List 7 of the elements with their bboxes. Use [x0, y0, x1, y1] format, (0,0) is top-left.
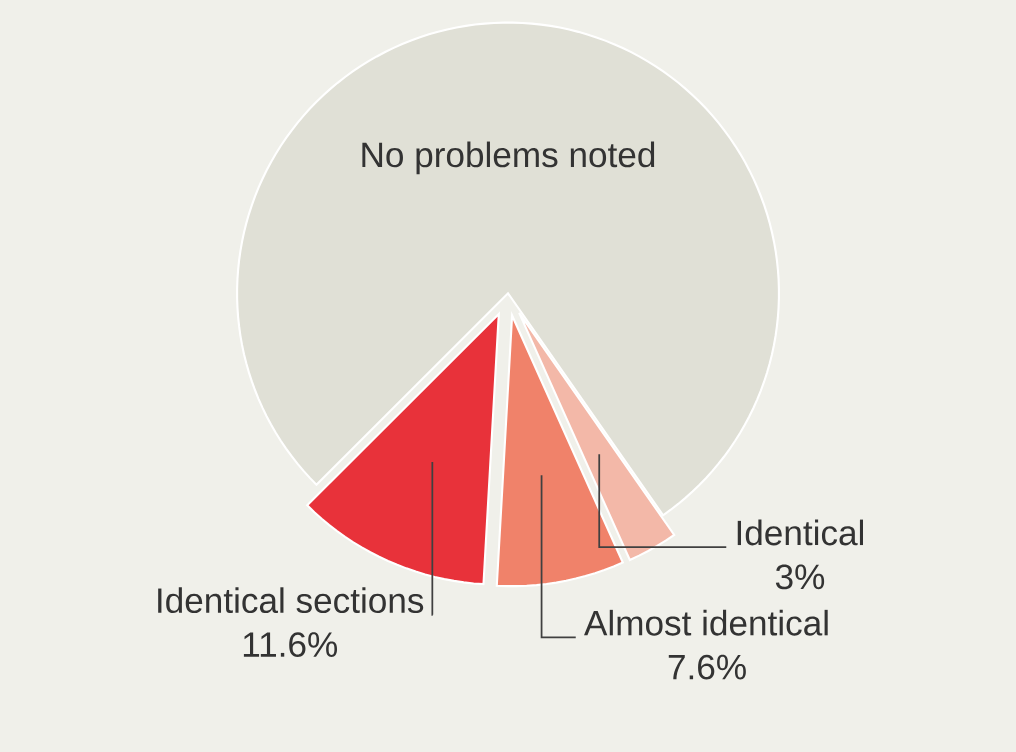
data-label: 7.6% — [668, 654, 746, 680]
slice-label: Identical sections — [158, 587, 424, 614]
slice-label: No problems noted — [362, 141, 655, 175]
data-label: 3% — [775, 564, 825, 590]
slice-label: Almost identical — [584, 609, 828, 636]
slice-label: Identical — [737, 519, 864, 546]
data-label: 11.6% — [243, 632, 338, 658]
